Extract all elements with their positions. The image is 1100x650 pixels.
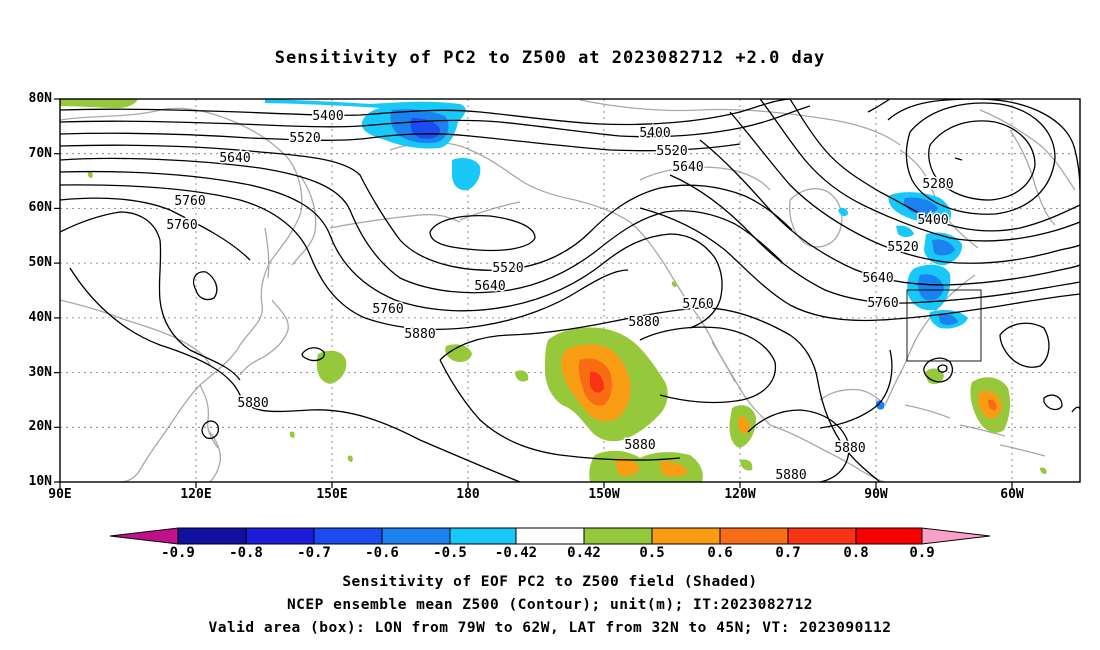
lon-label: 150E [316,487,348,502]
colorbar-swatch [583,527,653,545]
contour-label: 5400 [312,109,343,124]
lat-label: 70N [28,146,52,161]
colorbar-swatch [449,527,517,545]
colorbar-swatch [787,527,857,545]
colorbar-label: 0.8 [843,545,869,561]
lat-label: 10N [28,474,52,489]
lat-label: 20N [28,419,52,434]
colorbar-label: -0.8 [229,545,263,561]
z500-contours [60,99,1080,482]
lon-label: 120W [724,487,756,502]
lon-label: 120E [180,487,212,502]
contour-label: 5640 [862,271,893,286]
contour-label: 5640 [219,151,250,166]
contour-label: 5880 [624,438,655,453]
contour-label: 5520 [492,261,523,276]
colorbar-swatch [313,527,383,545]
caption-valid-area: Valid area (box): LON from 79W to 62W, L… [208,620,892,636]
contour-label: 5760 [174,194,205,209]
lon-label: 180 [456,487,480,502]
lon-label: 150W [588,487,620,502]
contour-label: 5760 [682,297,713,312]
caption-contour: NCEP ensemble mean Z500 (Contour); unit(… [286,597,814,613]
contour-label: 5520 [887,240,918,255]
colorbar-label: -0.42 [494,545,538,561]
colorbar [109,527,991,545]
contour-label: 5520 [289,131,320,146]
contour-label: 5640 [672,160,703,175]
colorbar-label: -0.5 [433,545,467,561]
colorbar-low-triangle [109,527,179,545]
axis-ticks [54,98,1013,488]
valid-area-box [906,289,982,362]
lat-label: 50N [28,255,52,270]
lat-label: 60N [28,200,52,215]
contour-label: 5400 [917,213,948,228]
contour-label: 5640 [474,279,505,294]
colorbar-swatch [177,527,247,545]
contour-label: 5520 [656,144,687,159]
colorbar-label: -0.7 [297,545,331,561]
contour-label: 5760 [867,296,898,311]
colorbar-swatch [381,527,451,545]
contour-labels: 5400 5520 5640 5760 5760 5400 5520 5640 … [165,108,955,485]
colorbar-label: 0.42 [567,545,601,561]
caption-shading: Sensitivity of EOF PC2 to Z500 field (Sh… [342,574,758,590]
contour-label: 5880 [834,441,865,456]
contour-label: 5760 [166,218,197,233]
contour-label: 5880 [404,327,435,342]
colorbar-swatch [651,527,721,545]
colorbar-swatch [245,527,315,545]
plot-frame [59,98,1081,483]
lon-label: 90W [864,487,888,502]
map-title: Sensitivity of PC2 to Z500 at 2023082712… [274,48,826,68]
lat-label: 30N [28,365,52,380]
colorbar-label: -0.6 [365,545,399,561]
colorbar-swatch [855,527,923,545]
colorbar-swatch [515,527,585,545]
lat-label: 40N [28,310,52,325]
contour-label: 5400 [639,126,670,141]
colorbar-label: 0.6 [707,545,733,561]
contour-label: 5760 [372,302,403,317]
lat-label: 80N [28,91,52,106]
contour-label: 5880 [628,315,659,330]
colorbar-label: 0.7 [775,545,801,561]
colorbar-label: -0.9 [161,545,195,561]
contour-label: 5880 [237,396,268,411]
colorbar-label: 0.5 [639,545,665,561]
colorbar-high-triangle [921,527,991,545]
contour-label: 5280 [922,177,953,192]
colorbar-swatch [719,527,789,545]
colorbar-label: 0.9 [909,545,935,561]
contour-label: 5880 [775,468,806,483]
lon-label: 90E [48,487,72,502]
lon-label: 60W [1000,487,1024,502]
